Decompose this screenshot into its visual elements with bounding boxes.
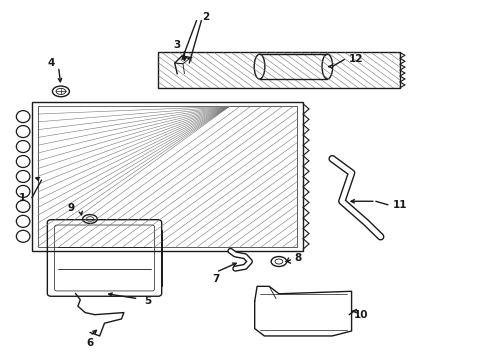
- Text: 8: 8: [294, 253, 302, 263]
- Text: 4: 4: [48, 58, 55, 68]
- Text: 9: 9: [67, 203, 74, 213]
- Text: 11: 11: [393, 200, 407, 210]
- Text: 12: 12: [349, 54, 364, 64]
- Bar: [32, 102, 303, 251]
- Text: 6: 6: [86, 338, 94, 348]
- Text: 10: 10: [354, 310, 368, 320]
- Bar: [38, 106, 297, 247]
- Bar: [158, 53, 400, 88]
- Text: 7: 7: [212, 274, 220, 284]
- Text: 1: 1: [19, 193, 26, 203]
- Text: 2: 2: [203, 12, 210, 22]
- Text: 3: 3: [173, 40, 181, 50]
- Text: 5: 5: [145, 296, 152, 306]
